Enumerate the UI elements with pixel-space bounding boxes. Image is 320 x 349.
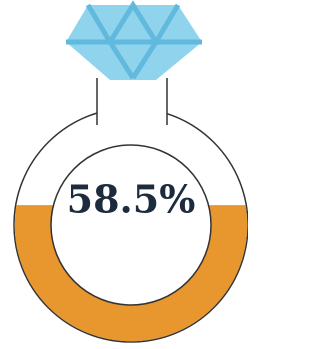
value-label: 58.5% (67, 177, 196, 222)
chart: 58.5% (0, 0, 248, 349)
ring-neck (97, 78, 167, 128)
ring-inner (51, 145, 211, 305)
diamond (66, 5, 202, 80)
